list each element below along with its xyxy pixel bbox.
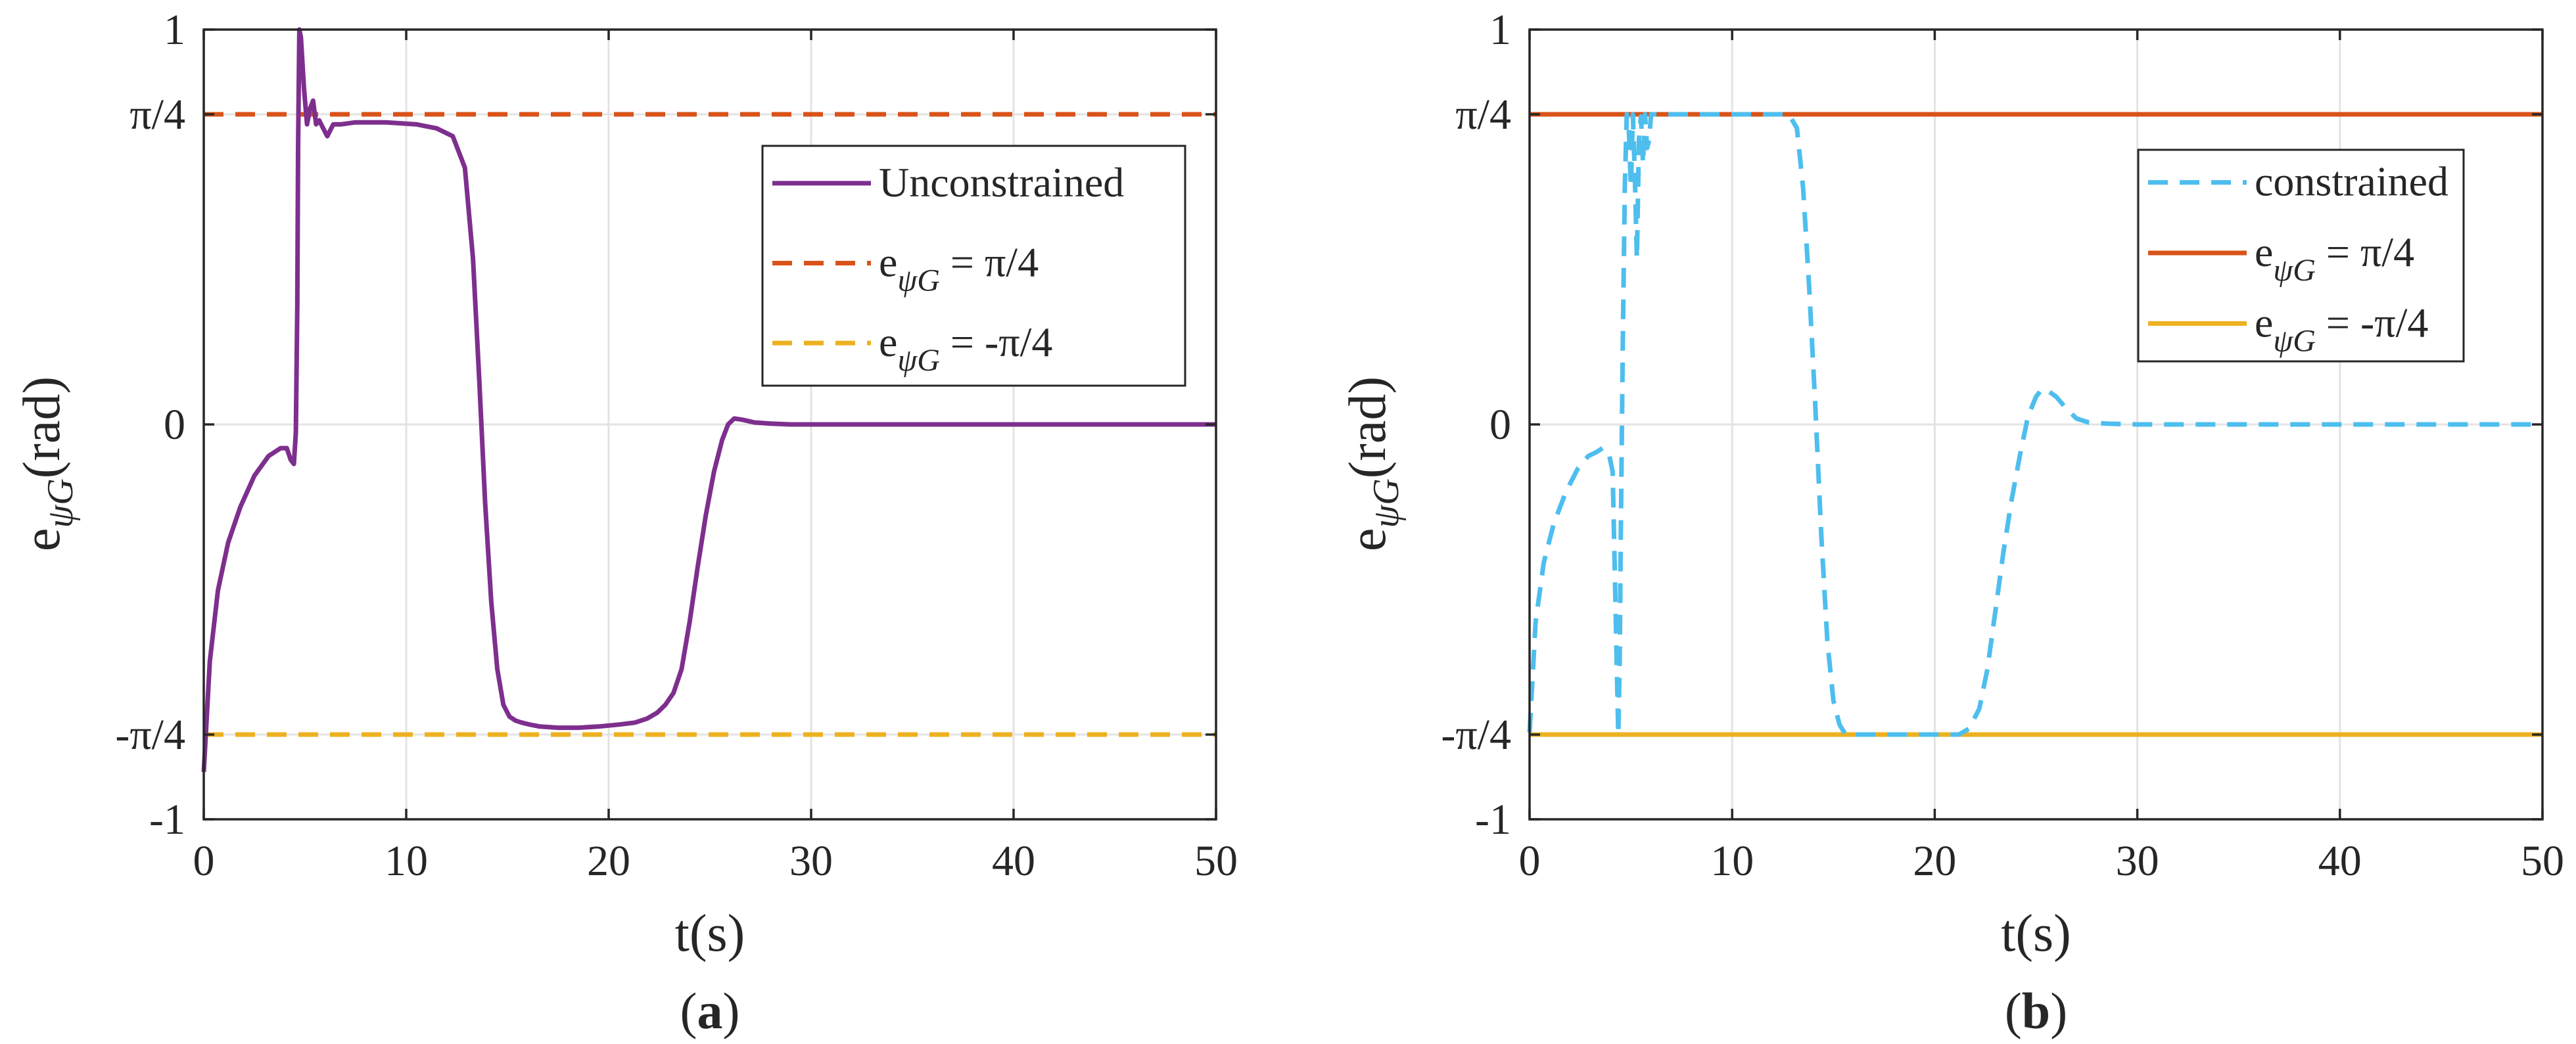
legend-box: [761, 145, 1186, 387]
x-tick-label: 30: [2116, 837, 2159, 885]
y-axis-label-sub-b: ψG: [1366, 478, 1407, 528]
panel-label-b: (b): [2005, 982, 2067, 1039]
ticks-a: 0 10 20 30 40 50 -1 -π/4 0 π/4 1: [115, 6, 1238, 885]
y-tick-label: π/4: [129, 91, 185, 139]
legend-entry-main: e: [879, 319, 897, 365]
x-tick-label: 20: [1913, 837, 1956, 885]
y-axis-label-unit-b: (rad): [1339, 376, 1397, 478]
legend-box: [2137, 148, 2465, 363]
legend-entry-main: Unconstrained: [879, 159, 1124, 206]
legend-entry-main: e: [2255, 299, 2273, 346]
x-tick-label: 0: [193, 837, 215, 885]
y-tick-label: 1: [1489, 6, 1511, 54]
legend-entry: constrained: [2255, 158, 2448, 205]
legend-entry: eψG = -π/4: [2255, 299, 2428, 358]
series-line-main-a: [201, 27, 1216, 773]
legend-entry: eψG = π/4: [879, 239, 1039, 298]
panel-label-letter-b: b: [2022, 982, 2050, 1039]
legend-entry-sub: ψG: [2273, 323, 2315, 358]
legend-entry-main: e: [2255, 229, 2273, 275]
x-tick-label: 40: [992, 837, 1035, 885]
legend-entry: Unconstrained: [879, 159, 1124, 206]
legend-entry-rest: = π/4: [2316, 229, 2414, 275]
x-tick-label: 50: [1194, 837, 1238, 885]
y-tick-label: 0: [1489, 401, 1511, 449]
legend-entry-rest: = -π/4: [2316, 299, 2429, 346]
x-tick-label: 10: [1710, 837, 1754, 885]
y-axis-label-sub-a: ψG: [40, 478, 81, 528]
y-tick-label: -π/4: [115, 711, 185, 759]
legend-entry-main: constrained: [2255, 158, 2448, 205]
panel-b: 0 10 20 30 40 50-1-π/40π/41 t(s) eψG(rad) con…: [1339, 6, 2564, 1039]
y-tick-label: -1: [1475, 796, 1511, 844]
legend-entry-rest: = -π/4: [940, 319, 1053, 365]
x-tick-label: 0: [1519, 837, 1541, 885]
series-line-main-b: [1527, 112, 2542, 737]
y-tick-label: 0: [164, 401, 185, 449]
x-axis-label-a: t(s): [675, 905, 745, 963]
legend-entry-sub: ψG: [897, 343, 939, 378]
x-tick-label: 50: [2521, 837, 2564, 885]
x-axis-label-b: t(s): [2001, 905, 2071, 963]
y-tick-label: -1: [149, 796, 185, 844]
x-tick-label: 20: [587, 837, 630, 885]
legend-entry-rest: = π/4: [940, 239, 1039, 286]
legend-entry: eψG = -π/4: [879, 319, 1052, 378]
x-tick-label: 40: [2318, 837, 2362, 885]
x-tick-label: 30: [789, 837, 833, 885]
y-axis-label-main-a: e: [13, 528, 71, 552]
legend-entry-sub: ψG: [2273, 253, 2315, 288]
y-tick-label: π/4: [1455, 91, 1511, 139]
y-axis-label-main-b: e: [1339, 528, 1397, 552]
y-axis-label-b: eψG(rad): [1339, 376, 1407, 551]
legend-entry-sub: ψG: [897, 263, 939, 298]
y-tick-label: -π/4: [1441, 711, 1511, 759]
legend-entry-main: e: [879, 239, 897, 286]
ticks-b: 0 10 20 30 40 50 -1 -π/4 0 π/4 1: [1441, 6, 2564, 885]
panel-label-letter-a: a: [697, 982, 723, 1039]
panel-label-a: (a): [680, 982, 740, 1039]
series-layer-b: [1527, 112, 2542, 737]
y-axis-label-a: eψG(rad): [13, 376, 81, 551]
series-layer-a: [201, 27, 1216, 773]
x-tick-label: 10: [385, 837, 428, 885]
panel-a: 0 10 20 30 40 50-1-π/40π/41 t(s) eψG(rad) Unc…: [13, 6, 1238, 1039]
legend-entry: eψG = π/4: [2255, 229, 2414, 288]
y-axis-label-unit-a: (rad): [13, 376, 71, 478]
y-tick-label: 1: [164, 6, 185, 54]
